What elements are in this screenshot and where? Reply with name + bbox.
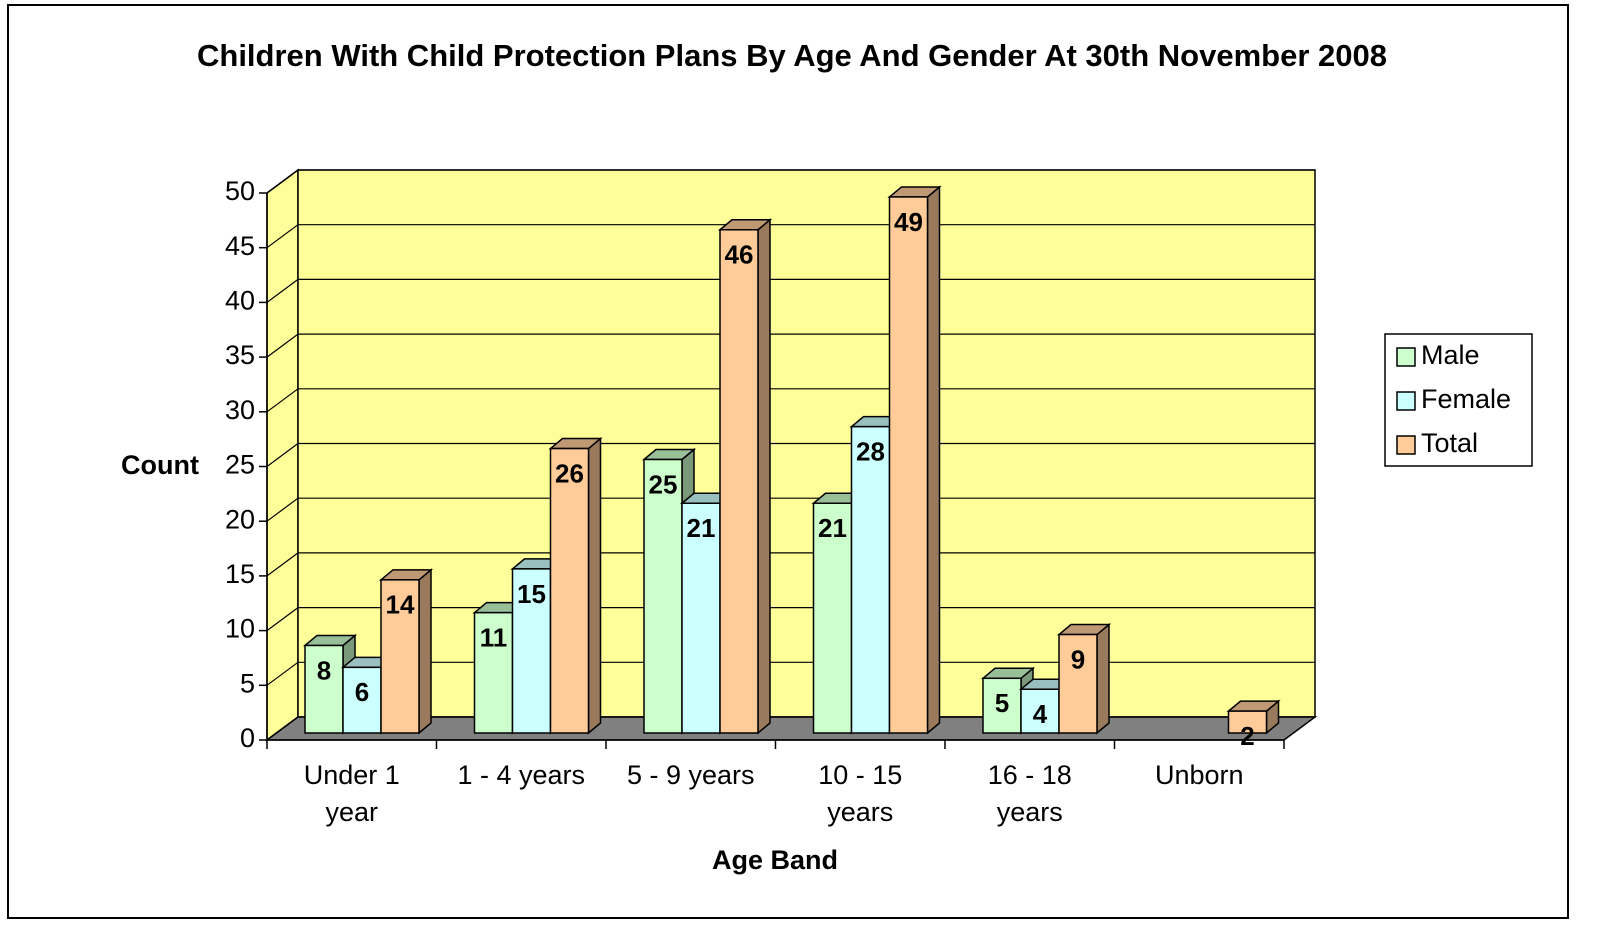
grid-line xyxy=(266,388,299,413)
x-tick-label: 5 - 9 years xyxy=(626,760,755,790)
y-tick-label: 20 xyxy=(225,504,255,534)
grid-line xyxy=(266,552,299,577)
legend-swatch xyxy=(1396,391,1416,411)
y-tick-label: 15 xyxy=(225,559,255,589)
bar-group: 2 xyxy=(1226,699,1281,751)
bar xyxy=(681,502,721,734)
x-tick-label: 16 - 18 years xyxy=(987,760,1072,827)
grid-line xyxy=(266,333,299,358)
bar xyxy=(719,229,759,734)
bar xyxy=(888,196,929,734)
bar-side xyxy=(1096,622,1110,735)
legend-label: Male xyxy=(1421,340,1480,370)
data-label: 8 xyxy=(317,655,331,685)
bar-group: 26 xyxy=(548,436,603,735)
grid-line xyxy=(266,169,299,194)
data-label: 11 xyxy=(480,623,508,653)
bar-group: 46 xyxy=(717,218,773,735)
data-label: 49 xyxy=(894,207,923,237)
x-tick-label: 1 - 4 years xyxy=(457,760,586,790)
bar xyxy=(643,458,683,734)
data-label: 28 xyxy=(856,437,885,467)
grid-line xyxy=(266,661,299,686)
data-label: 9 xyxy=(1071,644,1085,674)
x-tick-label: Unborn xyxy=(1154,760,1244,790)
bar-group: 9 xyxy=(1056,622,1112,735)
bar-side xyxy=(757,218,771,735)
grid-line xyxy=(266,224,299,249)
data-label: 2 xyxy=(1240,721,1254,751)
y-tick-label: 50 xyxy=(225,176,255,206)
data-label: 6 xyxy=(355,677,369,707)
bar xyxy=(850,425,891,734)
data-label: 4 xyxy=(1033,699,1048,729)
legend-swatch xyxy=(1396,435,1416,455)
grid-line xyxy=(266,278,299,303)
data-label: 21 xyxy=(818,513,847,543)
y-tick-label: 35 xyxy=(225,340,255,370)
bar-side xyxy=(926,185,941,735)
bar xyxy=(1227,710,1268,734)
bar-group: 14 xyxy=(378,568,434,735)
bar xyxy=(549,447,590,734)
data-label: 21 xyxy=(687,513,716,543)
y-tick-label: 25 xyxy=(225,450,255,480)
y-tick-label: 5 xyxy=(240,668,255,698)
data-label: 14 xyxy=(386,590,415,620)
bar xyxy=(380,579,420,734)
data-label: 5 xyxy=(995,688,1009,718)
bar-group: 49 xyxy=(887,185,942,735)
data-label: 46 xyxy=(725,240,754,270)
data-label: 15 xyxy=(517,579,546,609)
chart-title: Children With Child Protection Plans By … xyxy=(197,38,1387,73)
x-tick-label: Under 1 year xyxy=(303,760,400,827)
legend-label: Total xyxy=(1421,428,1478,458)
y-tick-label: 45 xyxy=(225,231,255,261)
y-tick-label: 0 xyxy=(240,723,255,753)
y-tick-label: 30 xyxy=(225,395,255,425)
grid-line xyxy=(266,716,299,741)
y-tick-label: 40 xyxy=(225,286,255,316)
y-tick-label: 10 xyxy=(225,614,255,644)
grid-line xyxy=(266,443,299,467)
bar-side xyxy=(587,436,602,735)
data-label: 25 xyxy=(649,469,678,499)
x-tick-label: 10 - 15 years xyxy=(818,760,903,827)
grid-line xyxy=(266,497,299,522)
bar xyxy=(511,568,552,734)
legend-swatch xyxy=(1396,347,1416,367)
data-label: 26 xyxy=(555,458,584,488)
bar xyxy=(812,502,853,734)
y-axis-label: Count xyxy=(121,450,199,480)
bar xyxy=(1020,688,1060,734)
bar-side xyxy=(418,568,432,735)
grid-line xyxy=(266,607,299,632)
legend-label: Female xyxy=(1421,384,1511,414)
bar xyxy=(342,666,382,734)
bar xyxy=(1058,633,1098,734)
bar xyxy=(304,644,344,734)
bar-group: 21 xyxy=(679,491,735,735)
bar xyxy=(473,611,514,734)
x-axis-label: Age Band xyxy=(712,845,838,875)
